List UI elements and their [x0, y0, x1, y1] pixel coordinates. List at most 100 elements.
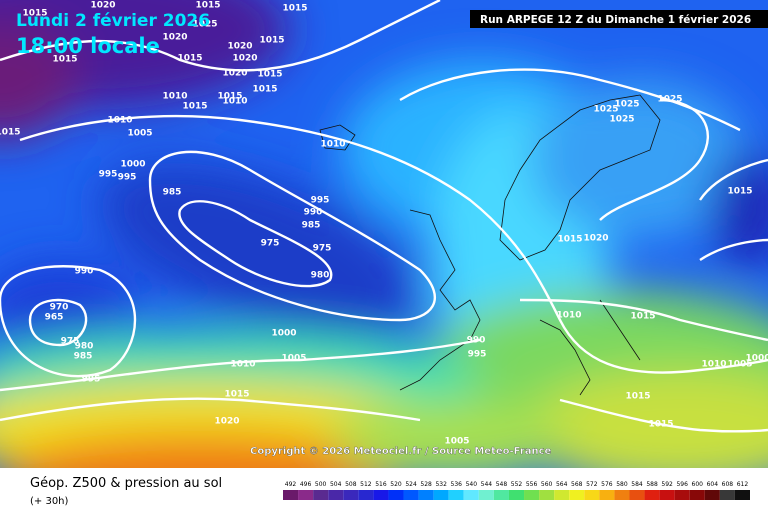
colorbar-label: 496 [300, 481, 312, 488]
isobar-label: 1020 [227, 42, 252, 52]
isobar-label: 1015 [217, 92, 242, 102]
colorbar-label: 580 [616, 481, 628, 488]
isobar-label: 1015 [182, 102, 207, 112]
isobar-label: 1015 [282, 4, 307, 14]
isobar-label: 980 [75, 342, 94, 352]
isobar-label: 1015 [630, 312, 655, 322]
colorbar-swatch [388, 490, 404, 500]
isobar-label: 1020 [232, 54, 257, 64]
colorbar-swatch [734, 490, 750, 500]
isobar-label: 965 [45, 313, 64, 323]
colorbar-swatch [569, 490, 585, 500]
forecast-time: 18:00 locale [16, 34, 160, 58]
colorbar-label: 524 [405, 481, 417, 488]
colorbar-swatch [674, 490, 690, 500]
colorbar-label: 520 [390, 481, 402, 488]
isobar-label: 1015 [727, 187, 752, 197]
colorbar-swatch [508, 490, 525, 500]
isobar-label: 1005 [727, 360, 752, 370]
footer-title: Géop. Z500 & pression au sol [30, 476, 222, 491]
colorbar-swatch [644, 490, 660, 500]
colorbar-swatch [478, 490, 494, 500]
isobar-label: 1025 [609, 115, 634, 125]
colorbar-label: 564 [556, 481, 568, 488]
colorbar-swatch [584, 490, 600, 500]
isobar-labels: 1015 1020 1015 1015 1025 1020 1015 1020 1015 1015… [0, 1, 768, 447]
isobar-label: 1010 [701, 360, 726, 370]
isobar-label: 1005 [444, 437, 469, 447]
isobar-label: 995 [82, 375, 101, 385]
colorbar-label: 604 [707, 481, 719, 488]
isobar-label: 1015 [648, 420, 673, 430]
colorbar-label: 612 [737, 481, 749, 488]
colorbar-swatch [418, 490, 434, 500]
isobar-label: 1015 [625, 392, 650, 402]
colorbar-label: 508 [345, 481, 357, 488]
colorbar-swatch [524, 490, 540, 500]
isobar-label: 985 [302, 221, 321, 231]
colorbar-label: 560 [541, 481, 553, 488]
isobar-label: 1010 [222, 97, 247, 107]
isobar-label: 1025 [593, 105, 618, 115]
colorbar-swatch [358, 490, 374, 500]
isobar-label: 1010 [556, 311, 581, 321]
isobar-label: 1005 [127, 129, 152, 139]
colorbar-label: 512 [360, 481, 372, 488]
colorbar-swatch [599, 490, 615, 500]
isobar-label: 1015 [252, 85, 277, 95]
isobar-label: 1025 [657, 95, 682, 105]
colorbar-label: 552 [511, 481, 523, 488]
isobar-label: 1020 [162, 33, 187, 43]
isobar-label: 1015 [224, 390, 249, 400]
isobar-label: 1025 [614, 100, 639, 110]
isobar-label: 1010 [107, 116, 132, 126]
colorbar-swatch [493, 490, 509, 500]
colorbar-label: 500 [315, 481, 327, 488]
run-info: Run ARPEGE 12 Z du Dimanche 1 février 20… [480, 14, 751, 26]
colorbar-label: 592 [661, 481, 673, 488]
colorbar-swatch [343, 490, 359, 500]
isobar-label: 995 [118, 173, 137, 183]
colorbar-label: 576 [601, 481, 613, 488]
colorbar-swatch [704, 490, 720, 500]
isobar-label: 1015 [177, 54, 202, 64]
isobar-label: 1000 [271, 329, 296, 339]
isobar-label: 1015 [22, 9, 47, 19]
footer-lead: (+ 30h) [30, 496, 69, 507]
isobar-label: 985 [163, 188, 182, 198]
colorbar-label: 608 [722, 481, 734, 488]
colorbar-label: 600 [692, 481, 704, 488]
colorbar-swatch [313, 490, 329, 500]
colorbar-swatch [328, 490, 344, 500]
isobar-label: 980 [311, 271, 330, 281]
forecast-date: Lundi 2 février 2026 [16, 11, 210, 31]
isobar-label: 1000 [745, 354, 768, 364]
isobar-label: 1000 [120, 160, 145, 170]
colorbar-label: 540 [466, 481, 478, 488]
colorbar-label: 516 [375, 481, 387, 488]
colorbar-swatch [659, 490, 675, 500]
colorbar-swatch [448, 490, 464, 500]
isobar-label: 990 [467, 336, 486, 346]
colorbar-swatch [629, 490, 645, 500]
colorbar-swatch [719, 490, 735, 500]
isobar-label: 995 [468, 350, 487, 360]
isobars [0, 0, 768, 433]
isobar-label: 1015 [52, 55, 77, 65]
colorbar-label: 572 [586, 481, 598, 488]
colorbar-label: 584 [631, 481, 643, 488]
run-banner [470, 10, 768, 28]
colorbar-label: 588 [646, 481, 658, 488]
colorbar-swatch [433, 490, 449, 500]
isobar-label: 975 [261, 239, 280, 249]
colorbar-label: 544 [481, 481, 493, 488]
isobar-label: 1005 [281, 354, 306, 364]
colorbar-swatch [539, 490, 555, 500]
colorbar-swatch [373, 490, 389, 500]
colorbar-label: 548 [496, 481, 508, 488]
isobar-label: 975 [313, 244, 332, 254]
colorbar-swatch [283, 490, 299, 500]
colorbar-label: 556 [526, 481, 538, 488]
